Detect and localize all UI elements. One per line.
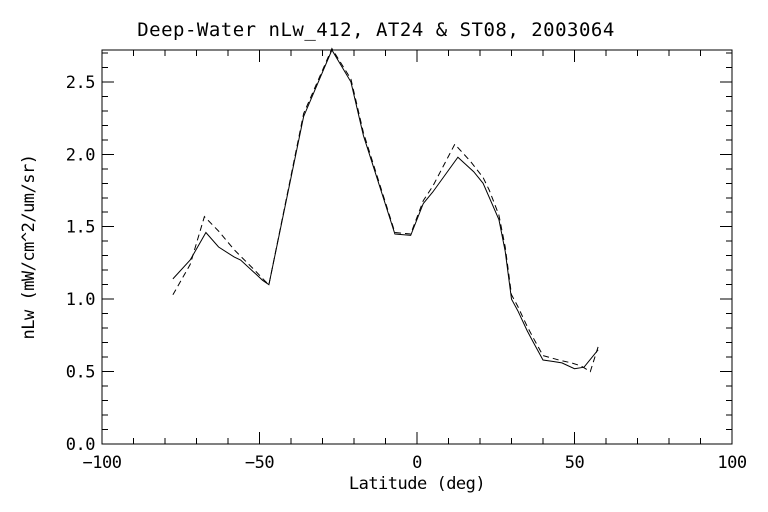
chart-title: Deep-Water nLw_412, AT24 & ST08, 2003064 xyxy=(137,19,615,41)
x-tick-label: 50 xyxy=(565,453,585,473)
axes-frame xyxy=(101,49,733,445)
x-tick-label: −100 xyxy=(83,453,122,473)
y-axis-title: nLw (mW/cm^2/um/sr) xyxy=(19,155,39,340)
tick-labels: −100 −50 0 50 100 0.0 0.5 1.0 1.5 2.0 2.5 xyxy=(66,73,748,473)
x-tick-label: 0 xyxy=(412,453,422,473)
series-dashed-line xyxy=(172,47,599,373)
y-tick-label: 0.0 xyxy=(66,435,95,455)
plot-frame xyxy=(101,49,733,445)
data-series xyxy=(172,47,599,373)
y-tick-label: 2.0 xyxy=(66,145,95,165)
x-tick-label: 100 xyxy=(717,453,746,473)
y-tick-label: 1.5 xyxy=(66,218,95,238)
axis-ticks xyxy=(101,50,733,445)
y-tick-label: 0.5 xyxy=(66,363,95,383)
series-solid-line xyxy=(172,48,599,370)
y-tick-label: 1.0 xyxy=(66,290,95,310)
x-tick-label: −50 xyxy=(245,453,274,473)
x-axis-title: Latitude (deg) xyxy=(349,474,485,494)
y-tick-label: 2.5 xyxy=(66,73,95,93)
